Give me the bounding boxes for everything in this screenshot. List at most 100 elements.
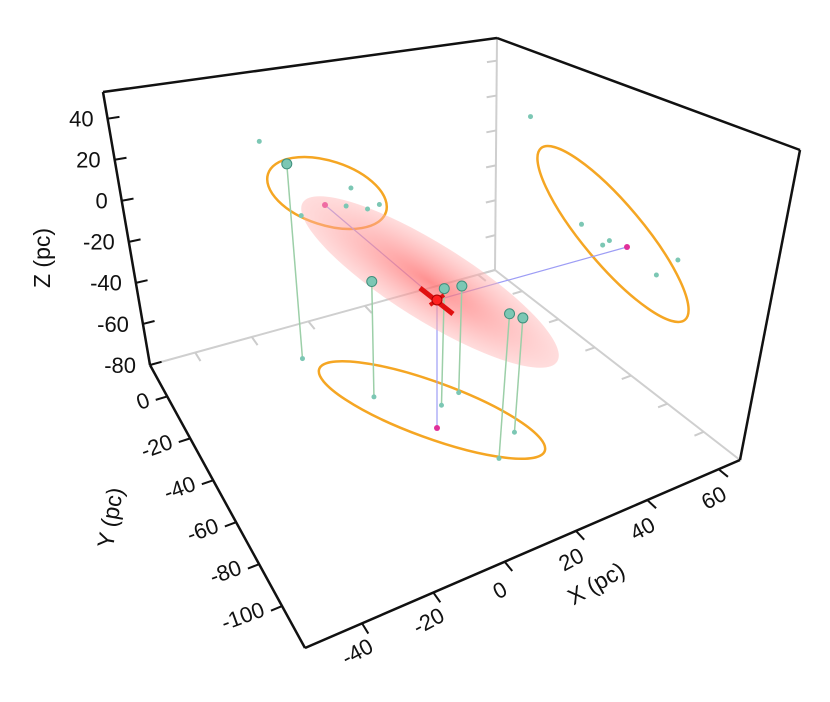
tick-mark: [486, 94, 497, 99]
floor-projection: [438, 402, 444, 408]
center-projection: [434, 425, 440, 431]
tick-mark: [485, 234, 496, 239]
wall-projection: [256, 138, 262, 144]
point: [281, 158, 293, 170]
tick-mark: [694, 430, 705, 437]
center-projection: [624, 244, 630, 250]
x-tick-label: 40: [626, 512, 659, 546]
drop-line: [286, 163, 304, 359]
z-tick-label: -60: [97, 312, 129, 337]
box-edge: [304, 458, 741, 650]
point: [366, 276, 378, 288]
tick-mark: [155, 395, 168, 401]
x-tick-label: 20: [555, 543, 588, 577]
tick-mark: [485, 199, 496, 204]
tick-mark: [128, 238, 141, 243]
point: [456, 280, 468, 292]
center-marker: [418, 286, 455, 316]
z-tick-label: -80: [104, 353, 136, 378]
x-tick-label: 0: [489, 576, 512, 604]
tick-mark: [485, 269, 496, 274]
box-edge: [738, 149, 802, 461]
box-edge: [496, 36, 801, 152]
z-tick-label: -20: [83, 230, 115, 255]
z-tick-label: 40: [69, 106, 93, 131]
box-edge: [148, 364, 307, 649]
wall-projection: [600, 242, 606, 248]
drop-line: [371, 281, 375, 397]
wall-projection: [528, 114, 534, 120]
back-edge: [494, 37, 498, 271]
tick-mark: [149, 360, 162, 366]
tick-mark: [250, 336, 259, 346]
wall-projection: [298, 213, 304, 219]
tick-mark: [548, 318, 559, 324]
y-tick-label: -20: [137, 429, 175, 463]
y-tick-label: -60: [183, 513, 221, 547]
box-edge: [101, 91, 152, 366]
drop-line: [457, 285, 463, 393]
tick-mark: [107, 115, 120, 120]
floor-projection: [496, 455, 502, 461]
y-tick-label: 0: [133, 387, 153, 415]
wall-projection: [343, 203, 349, 209]
z-tick-label: 20: [76, 148, 100, 173]
z-tick-label: -40: [90, 271, 122, 296]
wall-projection: [348, 185, 354, 191]
y-tick-label: -100: [218, 597, 268, 636]
tick-mark: [503, 561, 514, 572]
tick-mark: [512, 290, 523, 295]
x-tick-label: -20: [409, 603, 449, 640]
point: [517, 312, 529, 324]
floor-projection: [299, 356, 305, 362]
tick-mark: [646, 499, 657, 509]
wall-projection: [653, 272, 659, 278]
center-point: [431, 294, 443, 306]
floor-projection: [511, 429, 517, 435]
z-tick-label: 0: [95, 189, 107, 214]
tick-mark: [361, 622, 370, 635]
tick-mark: [142, 320, 155, 325]
x-tick-label: -40: [337, 633, 377, 670]
tick-mark: [364, 305, 373, 314]
wall-projection: [365, 206, 371, 212]
tick-mark: [657, 402, 668, 409]
wall-projection: [675, 257, 681, 263]
tick-mark: [717, 468, 729, 478]
tick-mark: [201, 479, 214, 486]
wall-projection: [579, 221, 585, 227]
tick-mark: [432, 591, 442, 603]
point: [438, 283, 450, 295]
drop-line: [513, 317, 524, 433]
tick-mark: [585, 346, 596, 352]
y-tick-label: -80: [206, 555, 244, 589]
tick-mark: [307, 320, 316, 330]
tick-mark: [486, 129, 497, 134]
wall-projection: [376, 202, 382, 208]
tick-mark: [621, 374, 632, 380]
point: [504, 308, 516, 320]
z-axis-title: Z (pc): [29, 228, 55, 288]
box-edge: [102, 36, 498, 94]
y-axis-title: Y (pc): [92, 485, 128, 550]
wall-ellipse: [536, 144, 690, 324]
drop-line: [498, 313, 511, 459]
tick-mark: [485, 164, 497, 169]
ellipsoid: [301, 196, 559, 368]
tick-mark: [121, 197, 134, 202]
tick-mark: [247, 563, 260, 570]
tick-mark: [224, 521, 237, 528]
tick-mark: [486, 59, 497, 64]
tick-mark: [114, 156, 127, 161]
tick-mark: [135, 279, 148, 284]
wall-projection: [606, 238, 612, 244]
back-edge: [494, 269, 741, 461]
tick-mark: [270, 605, 283, 612]
y-tick-label: -40: [160, 471, 198, 505]
x-tick-label: 60: [697, 481, 730, 515]
floor-projection: [456, 390, 462, 396]
axes-box: [101, 36, 802, 650]
tick-mark: [575, 530, 585, 541]
tick-mark: [178, 437, 191, 444]
